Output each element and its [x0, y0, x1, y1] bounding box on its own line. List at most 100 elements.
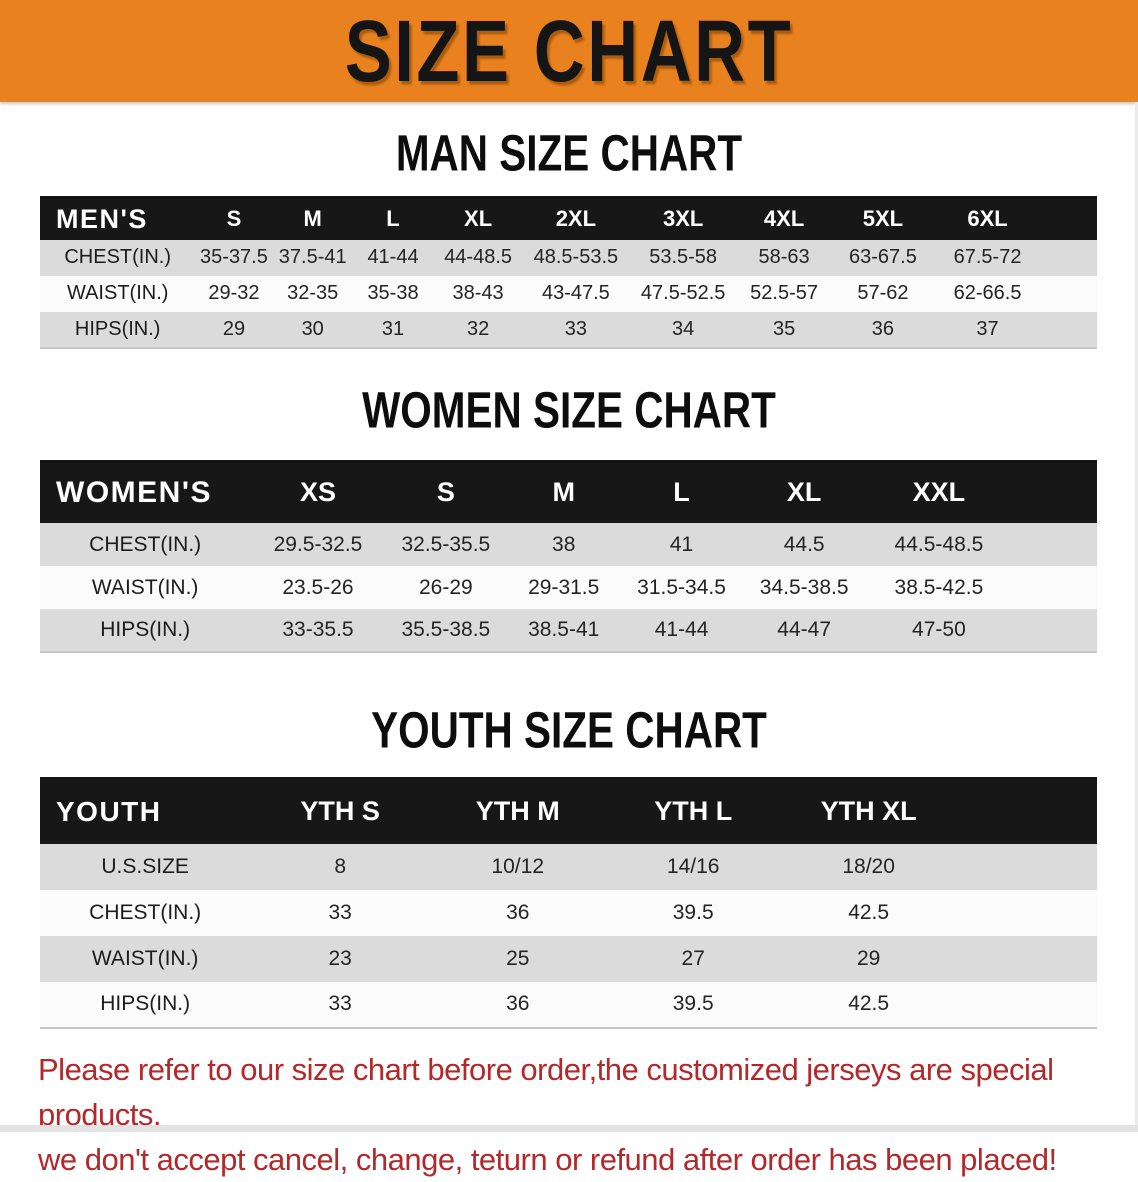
size-value-cell: 36: [871, 317, 895, 340]
banner-title: SIZE CHART: [344, 2, 794, 100]
size-value-cell: 35: [772, 317, 796, 340]
size-value-cell: 26-29: [419, 575, 473, 599]
size-value-cell: 27: [681, 946, 705, 970]
size-value-cell: 34: [672, 317, 695, 340]
women-header-row: WOMEN'S XS S M L XL XXL: [40, 461, 1097, 523]
size-value-cell: 29-32: [208, 282, 260, 304]
size-column-header: 4XL: [763, 206, 805, 232]
size-value-cell: 33-35.5: [282, 618, 354, 641]
size-value-cell: 34.5-38.5: [759, 575, 849, 599]
size-value-cell: 10/12: [491, 854, 545, 878]
size-value-cell: 33: [564, 317, 587, 340]
size-value-cell: 41: [669, 532, 694, 556]
size-value-cell: 38: [552, 532, 576, 556]
size-value-cell: 36: [506, 992, 530, 1015]
table-row: WAIST(IN.) 23.5-26 26-29 29-31.5 31.5-34…: [40, 566, 1097, 609]
size-value-cell: 36: [506, 900, 530, 924]
youth-header-row: YOUTH YTH S YTH M YTH L YTH XL: [40, 778, 1097, 844]
size-value-cell: 41-44: [654, 618, 709, 641]
size-value-cell: 53.5-58: [649, 246, 718, 268]
men-size-table: MEN'S S M L XL 2XL 3XL 4XL 5XL 6XL CHEST…: [40, 196, 1097, 349]
spacer-cell: [1040, 198, 1097, 240]
women-size-section: WOMEN SIZE CHART WOMEN'S XS S M L XL XXL…: [0, 380, 1138, 653]
size-value-cell: 42.5: [848, 992, 890, 1015]
table-row: U.S.SIZE 8 10/12 14/16 18/20: [40, 843, 1097, 890]
size-column-header: S: [226, 206, 242, 232]
size-column-header: M: [552, 477, 575, 508]
table-row: CHEST(IN.) 29.5-32.5 32.5-35.5 38 41 44.…: [40, 523, 1097, 566]
size-value-cell: 44.5: [783, 532, 825, 556]
size-value-cell: 67.5-72: [953, 246, 1022, 268]
spacer-cell: [956, 982, 1097, 1028]
size-column-header: YTH M: [475, 796, 560, 827]
size-value-cell: 38.5-42.5: [894, 575, 984, 599]
spacer-cell: [1040, 276, 1097, 312]
size-value-cell: 29.5-32.5: [273, 532, 363, 556]
size-value-cell: 44.5-48.5: [894, 532, 984, 556]
size-column-header: L: [386, 206, 400, 232]
size-value-cell: 39.5: [672, 992, 714, 1015]
size-value-cell: 31: [381, 317, 405, 340]
row-label: HIPS(IN.): [74, 317, 161, 340]
table-row: WAIST(IN.) 29-32 32-35 35-38 38-43 43-47…: [40, 275, 1097, 312]
size-value-cell: 32.5-35.5: [401, 532, 491, 556]
size-column-header: 2XL: [555, 206, 597, 232]
spacer-cell: [956, 936, 1097, 982]
row-label: HIPS(IN.): [100, 618, 191, 641]
size-value-cell: 32: [466, 317, 490, 340]
size-value-cell: 35.5-38.5: [401, 618, 491, 641]
size-value-cell: 30: [301, 317, 324, 340]
men-category-header: MEN'S: [56, 203, 148, 234]
size-value-cell: 23: [328, 946, 352, 970]
row-label: HIPS(IN.): [100, 992, 191, 1015]
size-value-cell: 58-63: [758, 246, 810, 268]
size-value-cell: 38-43: [452, 282, 504, 304]
size-value-cell: 44-47: [777, 618, 832, 641]
size-value-cell: 41-44: [367, 246, 419, 268]
row-label: WAIST(IN.): [91, 575, 199, 599]
size-value-cell: 29: [856, 946, 881, 970]
size-column-header: M: [303, 206, 322, 232]
size-column-header: YTH XL: [820, 796, 917, 827]
spacer-cell: [1011, 461, 1097, 523]
size-value-cell: 44-48.5: [444, 246, 513, 268]
spacer-cell: [1040, 312, 1097, 348]
youth-section-title: YOUTH SIZE CHART: [371, 701, 767, 759]
size-value-cell: 35-37.5: [200, 246, 268, 268]
row-label: CHEST(IN.): [89, 532, 202, 556]
row-label: WAIST(IN.): [91, 946, 199, 970]
size-column-header: XS: [299, 477, 336, 508]
size-column-header: XL: [786, 477, 822, 508]
size-column-header: 3XL: [662, 206, 704, 232]
spacer-cell: [1011, 609, 1097, 652]
size-column-header: 5XL: [862, 206, 904, 232]
disclaimer-line-2: we don't accept cancel, change, teturn o…: [38, 1141, 1057, 1177]
size-value-cell: 39.5: [672, 900, 714, 924]
size-value-cell: 23.5-26: [282, 575, 354, 599]
size-value-cell: 29: [222, 317, 246, 340]
size-column-header: YTH S: [300, 796, 380, 827]
size-value-cell: 29-31.5: [528, 575, 600, 599]
size-column-header: XL: [464, 206, 493, 232]
size-chart-banner: SIZE CHART: [0, 0, 1138, 102]
size-value-cell: 35-38: [367, 282, 419, 304]
men-section-title: MAN SIZE CHART: [395, 124, 743, 182]
spacer-cell: [956, 844, 1097, 890]
size-value-cell: 8: [334, 854, 347, 878]
size-value-cell: 31.5-34.5: [637, 575, 726, 599]
size-value-cell: 57-62: [857, 282, 909, 304]
size-value-cell: 18/20: [842, 854, 895, 878]
table-row: HIPS(IN.) 33 36 39.5 42.5: [40, 981, 1097, 1028]
women-section-title: WOMEN SIZE CHART: [362, 380, 776, 439]
size-value-cell: 38.5-41: [528, 618, 600, 641]
table-row: CHEST(IN.) 33 36 39.5 42.5: [40, 889, 1097, 936]
men-size-section: MAN SIZE CHART MEN'S S M L XL 2XL 3XL 4X…: [0, 124, 1138, 349]
size-value-cell: 37.5-41: [278, 246, 347, 268]
size-value-cell: 42.5: [848, 900, 890, 924]
size-column-header: YTH L: [654, 796, 733, 827]
row-label: U.S.SIZE: [101, 854, 189, 878]
row-label: CHEST(IN.): [89, 900, 202, 924]
size-value-cell: 33: [328, 900, 352, 924]
disclaimer-line-1: Please refer to our size chart before or…: [38, 1051, 1054, 1132]
row-label: WAIST(IN.): [66, 282, 169, 304]
